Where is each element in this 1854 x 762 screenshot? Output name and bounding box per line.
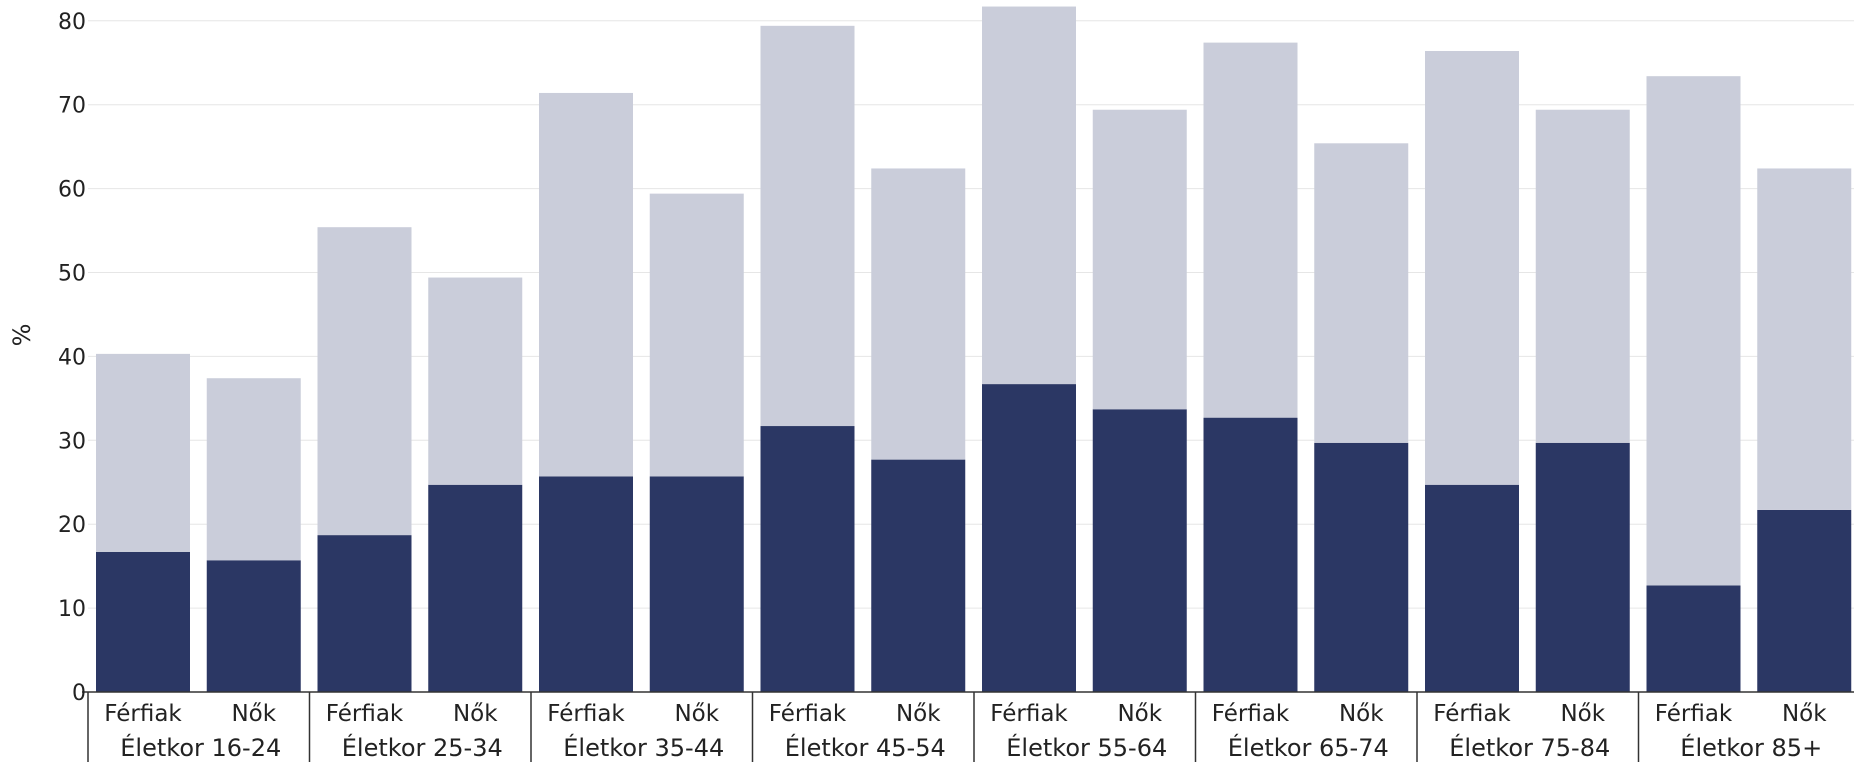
bar-segment-top-1 <box>206 378 301 561</box>
y-tick-label: 20 <box>58 513 86 538</box>
sex-label: Nők <box>896 701 941 727</box>
group-label: Életkor 75-84 <box>1449 733 1610 762</box>
sex-label: Nők <box>1782 701 1827 727</box>
bar-segment-top-8 <box>982 6 1076 385</box>
group-label: Életkor 65-74 <box>1228 733 1389 762</box>
sex-label: Férfiak <box>326 701 404 727</box>
bar-segment-top-2 <box>317 227 412 536</box>
bar-segment-top-5 <box>649 193 744 477</box>
axes <box>82 691 1854 762</box>
y-axis-label: % <box>8 324 36 347</box>
y-tick-label: 40 <box>58 345 86 370</box>
bar-segment-bottom-4 <box>539 476 633 692</box>
sex-label: Férfiak <box>1212 701 1290 727</box>
sex-label: Nők <box>453 701 498 727</box>
bar-segment-bottom-13 <box>1535 442 1630 692</box>
bar-segment-top-0 <box>96 353 190 552</box>
group-label: Életkor 35-44 <box>563 733 724 762</box>
group-label: Életkor 55-64 <box>1006 733 1167 762</box>
bar-segment-bottom-1 <box>206 560 301 692</box>
bar-segment-top-12 <box>1425 51 1519 485</box>
y-tick-label: 60 <box>58 178 86 203</box>
sex-label: Nők <box>1560 701 1605 727</box>
bar-segment-bottom-9 <box>1092 409 1187 692</box>
y-tick-label: 10 <box>58 597 86 622</box>
group-label: Életkor 85+ <box>1680 733 1822 762</box>
bar-segment-top-3 <box>428 277 523 485</box>
y-tick-label: 70 <box>58 94 86 119</box>
bar-segment-bottom-5 <box>649 476 744 692</box>
sex-label: Nők <box>674 701 719 727</box>
sex-label: Nők <box>1339 701 1384 727</box>
y-tick-label: 30 <box>58 429 86 454</box>
bar-segment-bottom-15 <box>1757 509 1852 692</box>
labels: 0 10 20 30 40 50 60 70 80 Férfiak Nők Férfiak Nők Fér… <box>58 10 1827 762</box>
group-label: Életkor 16-24 <box>120 733 281 762</box>
bar-segment-bottom-11 <box>1314 442 1409 692</box>
bar-segment-top-4 <box>539 92 633 477</box>
bar-segment-top-10 <box>1203 42 1298 418</box>
sex-label: Nők <box>1117 701 1162 727</box>
y-tick-label: 80 <box>58 10 86 35</box>
bar-segment-top-7 <box>871 168 966 460</box>
bar-segment-bottom-10 <box>1203 417 1298 692</box>
bar-segment-bottom-8 <box>982 384 1076 692</box>
bar-segment-bottom-6 <box>760 426 855 692</box>
bar-segment-bottom-3 <box>428 484 523 692</box>
bar-segment-top-9 <box>1092 109 1187 410</box>
bars <box>96 6 1852 692</box>
group-label: Életkor 25-34 <box>342 733 503 762</box>
bar-segment-bottom-14 <box>1646 585 1741 692</box>
bar-segment-top-15 <box>1757 168 1852 510</box>
sex-label: Férfiak <box>990 701 1068 727</box>
bar-segment-top-11 <box>1314 143 1409 443</box>
sex-label: Férfiak <box>104 701 182 727</box>
sex-label: Nők <box>231 701 276 727</box>
bar-segment-top-13 <box>1535 109 1630 443</box>
bar-segment-bottom-2 <box>317 535 412 692</box>
sex-label: Férfiak <box>1433 701 1511 727</box>
bar-segment-bottom-7 <box>871 459 966 692</box>
bar-segment-top-6 <box>760 25 855 427</box>
bar-segment-bottom-12 <box>1425 484 1519 692</box>
bar-segment-bottom-0 <box>96 551 190 692</box>
sex-label: Férfiak <box>769 701 847 727</box>
sex-label: Férfiak <box>1655 701 1733 727</box>
group-label: Életkor 45-54 <box>785 733 946 762</box>
sex-label: Férfiak <box>547 701 625 727</box>
y-tick-label: 0 <box>72 681 86 706</box>
y-tick-label: 50 <box>58 262 86 287</box>
bar-segment-top-14 <box>1646 76 1741 586</box>
